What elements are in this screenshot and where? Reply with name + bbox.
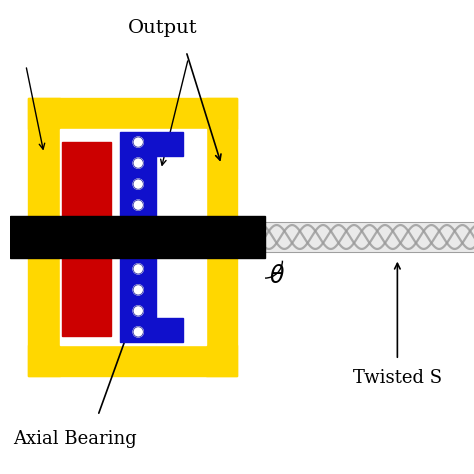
- Circle shape: [133, 285, 143, 295]
- Bar: [156, 318, 183, 342]
- Circle shape: [133, 264, 143, 274]
- Text: Axial Bearing: Axial Bearing: [13, 430, 137, 448]
- Circle shape: [133, 158, 143, 168]
- Circle shape: [133, 200, 143, 210]
- Bar: [9, 216, 265, 258]
- Circle shape: [133, 327, 143, 337]
- Text: Twisted S: Twisted S: [353, 369, 442, 387]
- Bar: [28, 345, 237, 376]
- Circle shape: [133, 179, 143, 189]
- Bar: [120, 258, 156, 342]
- Circle shape: [133, 306, 143, 316]
- Circle shape: [133, 137, 143, 147]
- Bar: [28, 98, 60, 376]
- Text: $\theta$: $\theta$: [269, 265, 284, 288]
- Bar: [62, 143, 111, 228]
- Text: Output: Output: [128, 19, 198, 37]
- Bar: [62, 250, 111, 336]
- Bar: [60, 129, 206, 345]
- Bar: [206, 98, 237, 376]
- Bar: [120, 132, 156, 216]
- Bar: [28, 98, 237, 129]
- Bar: [156, 132, 183, 156]
